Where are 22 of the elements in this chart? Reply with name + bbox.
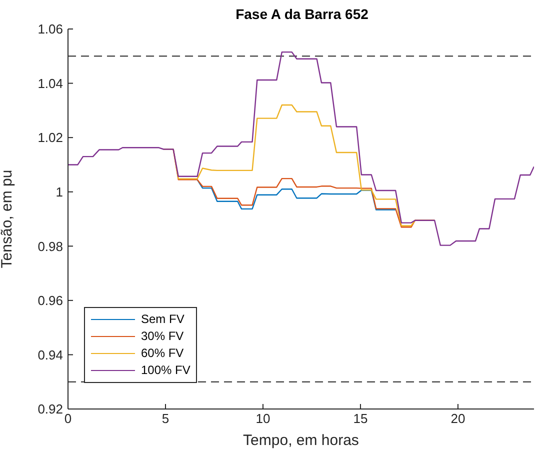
x-tick-label: 20 (450, 411, 466, 426)
line-series (196, 179, 396, 210)
x-tick-label: 15 (353, 411, 368, 426)
y-axis-title: Tensão, em pu (0, 170, 16, 268)
y-tick-label: 1.02 (38, 130, 63, 146)
y-tick-label: 1 (56, 184, 63, 200)
y-tick-label: 0.92 (38, 402, 63, 417)
x-axis-title: Tempo, em horas (243, 432, 359, 449)
line-series (68, 51, 534, 246)
y-tick-label: 1.06 (38, 22, 63, 37)
legend-label: 30% FV (141, 328, 184, 345)
y-tick-label: 0.94 (38, 347, 63, 362)
x-tick-label: 10 (256, 411, 270, 426)
legend-label: Sem FV (141, 311, 184, 328)
legend-label: 60% FV (141, 345, 184, 362)
x-tick-label: 5 (162, 411, 170, 426)
x-tick-label: 0 (64, 411, 72, 426)
y-tick-label: 1.04 (38, 76, 63, 91)
y-tick-label: 0.98 (38, 238, 63, 254)
legend-label: 100% FV (141, 362, 190, 379)
y-tick-label: 0.96 (38, 293, 63, 308)
chart-title: Fase A da Barra 652 (234, 6, 370, 22)
